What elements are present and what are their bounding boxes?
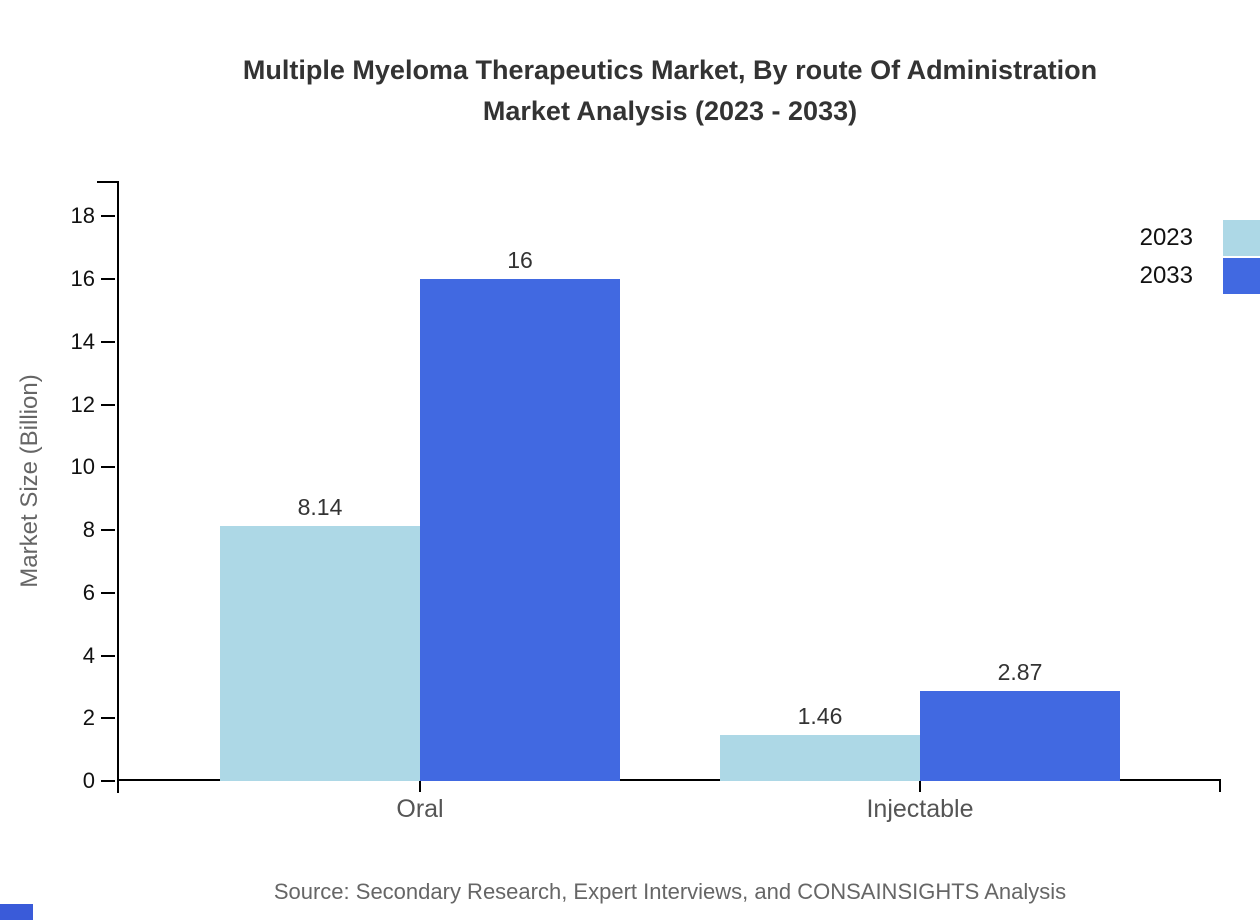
bar-value-label: 1.46 xyxy=(797,703,843,730)
bar-value-label: 2.87 xyxy=(997,658,1043,685)
bar-value-label: 16 xyxy=(507,247,533,274)
y-axis-tick xyxy=(101,717,115,720)
chart-title-line1: Multiple Myeloma Therapeutics Market, By… xyxy=(242,55,1098,85)
chart-title-line2: Market Analysis (2023 - 2033) xyxy=(482,96,858,126)
y-axis-tick-label: 16 xyxy=(70,266,95,292)
y-axis-tick xyxy=(101,215,115,218)
bar-oral-2033 xyxy=(420,279,620,781)
legend-label: 2033 xyxy=(1139,262,1193,289)
y-axis-top-cap xyxy=(97,181,117,183)
legend-swatch xyxy=(1223,258,1260,294)
bar-value-label: 8.14 xyxy=(297,493,343,520)
x-axis-end-tick xyxy=(1219,781,1221,792)
y-axis-tick-label: 18 xyxy=(70,203,95,229)
bar-injectable-2023 xyxy=(720,735,920,781)
source-note: Source: Secondary Research, Expert Inter… xyxy=(273,879,1067,904)
y-axis-tick-label: 2 xyxy=(82,705,95,731)
y-axis-tick-label: 6 xyxy=(82,579,95,605)
y-axis-tick xyxy=(101,780,115,782)
y-axis-tick-label: 0 xyxy=(82,768,95,793)
x-axis-line xyxy=(117,779,1221,781)
x-axis-tick xyxy=(419,781,421,792)
y-axis-tick xyxy=(101,529,115,532)
y-axis-tick xyxy=(101,654,115,657)
plot-area: 0 2 4 6 8 10 12 14 16 18 8.14 16 Oral 1.46 2.87 Injecta… xyxy=(71,181,1221,823)
y-axis-tick xyxy=(101,403,115,406)
chart-title: Multiple Myeloma Therapeutics Market, By… xyxy=(243,50,1097,132)
y-axis-tick-label: 10 xyxy=(70,454,95,480)
y-axis-tick xyxy=(101,466,115,469)
bar-injectable-2033 xyxy=(920,690,1120,781)
x-axis-category-label: Oral xyxy=(396,795,444,823)
y-axis-tick xyxy=(101,340,115,343)
y-axis-tick xyxy=(101,278,115,281)
y-axis-tick xyxy=(101,591,115,594)
y-axis-tick-label: 4 xyxy=(82,642,95,668)
y-axis-title: Market Size (Billion) xyxy=(16,374,43,588)
y-axis-tick-label: 14 xyxy=(70,328,95,354)
legend-item-2023: 2023 xyxy=(1140,220,1260,256)
bar-oral-2023 xyxy=(220,525,420,781)
legend-label: 2023 xyxy=(1139,224,1193,251)
legend: 2023 2033 xyxy=(1140,220,1260,294)
y-axis-line xyxy=(117,181,119,793)
brand-corner-mark xyxy=(0,904,33,920)
x-axis-category-label: Injectable xyxy=(866,795,974,823)
x-axis-tick xyxy=(919,781,921,792)
legend-swatch xyxy=(1223,220,1260,256)
y-axis-tick-label: 12 xyxy=(70,391,95,417)
y-axis-tick-label: 8 xyxy=(82,517,95,543)
legend-item-2033: 2033 xyxy=(1140,258,1260,294)
